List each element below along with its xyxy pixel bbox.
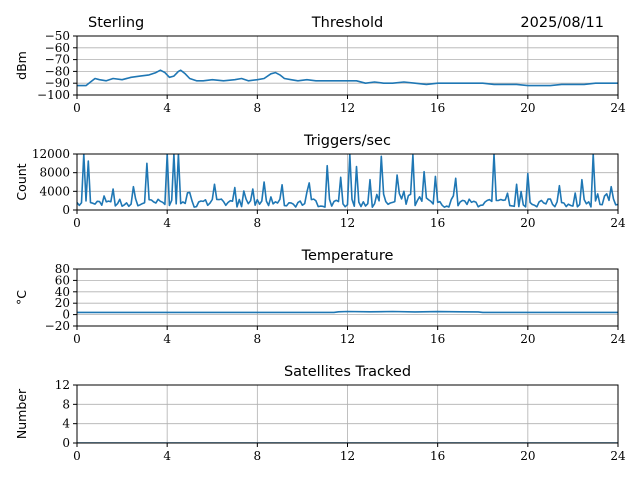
x-tick-label: 0	[73, 449, 81, 463]
data-line	[77, 154, 618, 208]
y-tick-label: −50	[45, 29, 70, 43]
y-axis-label: Number	[14, 388, 29, 439]
x-tick-label: 8	[254, 216, 262, 230]
y-tick-label: 20	[55, 296, 70, 310]
x-tick-label: 0	[73, 101, 81, 115]
x-tick-label: 16	[430, 449, 445, 463]
panel-title: Triggers/sec	[303, 133, 391, 149]
x-tick-label: 20	[520, 216, 535, 230]
x-tick-label: 12	[340, 216, 355, 230]
x-tick-label: 24	[610, 101, 626, 115]
y-tick-label: −20	[45, 319, 70, 333]
x-tick-label: 8	[254, 101, 262, 115]
station-label: Sterling	[88, 15, 144, 31]
x-tick-label: 20	[520, 101, 535, 115]
y-tick-label: 12	[55, 378, 70, 392]
y-tick-label: 8000	[39, 166, 70, 180]
y-tick-label: −100	[37, 88, 70, 102]
x-tick-label: 0	[73, 332, 81, 346]
x-tick-label: 8	[254, 332, 262, 346]
x-tick-label: 20	[520, 332, 535, 346]
y-axis-label: dBm	[14, 51, 29, 80]
date-label: 2025/08/11	[520, 15, 604, 31]
y-tick-label: −60	[45, 41, 70, 55]
x-tick-label: 4	[163, 449, 171, 463]
data-line	[77, 310, 618, 314]
y-tick-label: 12000	[32, 147, 70, 161]
panel-title: Temperature	[301, 248, 394, 264]
x-tick-label: 0	[73, 216, 81, 230]
x-tick-label: 12	[340, 101, 355, 115]
x-tick-label: 8	[254, 449, 262, 463]
y-tick-label: −90	[45, 76, 70, 90]
x-tick-label: 24	[610, 449, 626, 463]
y-tick-label: 8	[62, 397, 70, 411]
y-tick-label: 4	[62, 417, 70, 431]
x-tick-label: 16	[430, 332, 445, 346]
x-tick-label: 20	[520, 449, 535, 463]
x-tick-label: 4	[163, 332, 171, 346]
x-tick-label: 4	[163, 101, 171, 115]
y-tick-label: 40	[55, 285, 70, 299]
y-tick-label: −70	[45, 53, 70, 67]
y-tick-label: 0	[62, 308, 70, 322]
x-tick-label: 12	[340, 449, 355, 463]
x-tick-label: 24	[610, 332, 626, 346]
panel-1: 0 4 8 12 16 20 24 −100−90−80−70−60−50 Threshold d…	[14, 15, 626, 115]
x-tick-label: 16	[430, 216, 445, 230]
y-tick-label: 80	[55, 262, 70, 276]
x-tick-label: 16	[430, 101, 445, 115]
panel-title: Satellites Tracked	[284, 364, 411, 380]
y-axis-label: °C	[14, 290, 29, 305]
y-tick-label: 0	[62, 436, 70, 450]
panels: 0 4 8 12 16 20 24 −100−90−80−70−60−50 Threshold d…	[14, 15, 626, 463]
data-line	[77, 69, 618, 87]
x-tick-label: 4	[163, 216, 171, 230]
x-tick-label: 12	[340, 332, 355, 346]
y-tick-label: 60	[55, 273, 70, 287]
panel-4: 0 4 8 12 16 20 24 0 4 8 12 Satellites Tracked Number	[14, 364, 626, 463]
x-tick-label: 24	[610, 216, 626, 230]
panel-title: Threshold	[311, 15, 383, 31]
y-axis-label: Count	[14, 163, 29, 200]
panel-2: 0 4 8 12 16 20 24 0 4000 8000 12000 Triggers/sec Cou…	[14, 133, 626, 230]
y-tick-label: 4000	[39, 184, 70, 198]
y-tick-label: 0	[62, 203, 70, 217]
y-tick-label: −80	[45, 64, 70, 78]
